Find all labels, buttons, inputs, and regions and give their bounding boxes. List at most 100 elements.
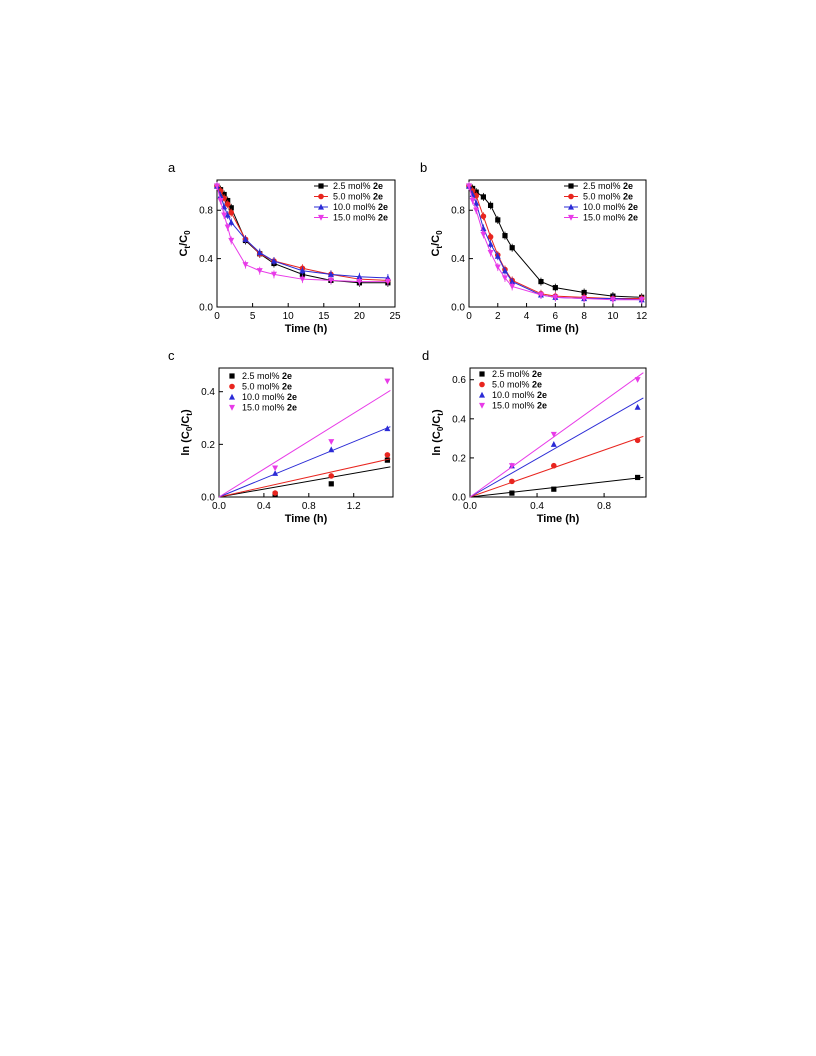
series-2 [469,435,644,498]
legend-item: 10.0 mol% 2e [479,390,547,400]
plot-frame [468,179,647,308]
data-point [581,295,588,302]
legend-label: 2.5 mol% 2e [583,181,633,191]
data-point [328,439,335,445]
data-point [384,457,390,463]
chart-panel-a: a 0 5 10 15 20 25 0.0 0.4 0.8 Time (h) Ct/C0 2.5 mol… [168,160,401,335]
data-point [473,199,480,206]
x-axis-label: Time (h) [536,323,579,335]
legend-label: 2.5 mol% 2e [242,371,292,381]
data-point [256,249,263,256]
data-point [487,240,494,247]
data-point [224,201,231,207]
x-tick-label: 10 [283,311,295,322]
data-point [327,277,334,284]
legend-item: 5.0 mol% 2e [479,380,542,390]
data-point [550,441,557,447]
data-point [634,437,641,444]
x-tick-label: 0.0 [463,501,477,512]
legend-item: 2.5 mol% 2e [479,369,542,379]
x-tick-label: 0.8 [597,501,611,512]
legend-label: 2.5 mol% 2e [333,181,383,191]
data-point [487,202,494,208]
y-tick-label: 0.4 [452,414,466,425]
fit-line [469,397,644,498]
legend-label: 10.0 mol% 2e [583,202,638,212]
legend-item: 5.0 mol% 2e [564,192,633,202]
data-point [480,213,487,220]
data-point [270,271,277,278]
data-point [509,283,516,290]
fit-line [218,426,391,498]
data-point [242,236,249,242]
y-tick-label: 0.0 [199,303,213,314]
data-point [214,183,220,190]
plot-frame [469,367,647,498]
x-axis-label: Time (h) [285,513,328,525]
data-point [256,268,263,274]
data-point [609,297,616,303]
legend-item: 2.5 mol% 2e [564,181,633,191]
y-axis-label: Ct/C0 [430,230,444,257]
panel-letter: c [168,348,175,363]
x-tick-label: 2 [495,311,501,322]
x-tick-label: 0.0 [212,501,226,512]
data-point [487,249,494,256]
data-point [638,297,645,303]
data-point [228,237,235,244]
legend-label: 5.0 mol% 2e [492,380,542,390]
legend-item: 15.0 mol% 2e [314,213,388,223]
x-tick-label: 0.4 [530,501,544,512]
data-point [473,192,479,199]
legend-label: 15.0 mol% 2e [242,403,297,413]
y-tick-label: 0.8 [199,206,213,217]
data-point [228,219,235,225]
legend-marker [318,214,324,221]
data-point [501,267,508,274]
y-tick-label: 0.4 [201,387,215,398]
series-1 [469,474,644,498]
legend-label: 10.0 mol% 2e [333,202,388,212]
x-tick-label: 15 [318,311,330,322]
legend-label: 2.5 mol% 2e [492,369,542,379]
legend-item: 15.0 mol% 2e [479,401,547,411]
legend-label: 10.0 mol% 2e [242,392,297,402]
legend-marker [479,371,485,377]
data-point [509,278,516,285]
fit-line [218,458,391,498]
legend-marker [568,183,574,189]
series-4 [466,182,645,304]
y-axis-label: ln (C0/Ct) [431,409,445,456]
legend-label: 15.0 mol% 2e [583,213,638,223]
legend-marker [568,203,574,210]
data-point [242,262,249,268]
x-tick-label: 5 [250,311,256,322]
legend-marker [229,404,235,411]
legend-marker [229,373,235,379]
x-tick-label: 6 [553,311,559,322]
data-point [221,212,228,219]
y-tick-label: 0.6 [452,375,466,386]
data-point [384,425,391,432]
y-tick-label: 0.0 [452,493,466,504]
data-point [473,207,480,214]
data-point [480,231,487,238]
x-tick-label: 8 [581,311,587,322]
legend-marker [229,383,235,390]
y-tick-label: 0.0 [451,303,465,314]
y-tick-label: 0.2 [452,453,466,464]
data-point [328,481,334,487]
panel-letter: b [420,160,427,175]
legend-label: 10.0 mol% 2e [492,390,547,400]
legend-item: 5.0 mol% 2e [229,382,292,392]
series-4 [214,182,391,286]
data-point [494,253,501,259]
data-point [502,233,508,239]
fit-line [469,435,644,498]
data-point [537,292,544,299]
data-point [272,470,279,476]
x-tick-label: 20 [354,311,366,322]
data-point [509,245,515,251]
data-point [487,234,494,240]
